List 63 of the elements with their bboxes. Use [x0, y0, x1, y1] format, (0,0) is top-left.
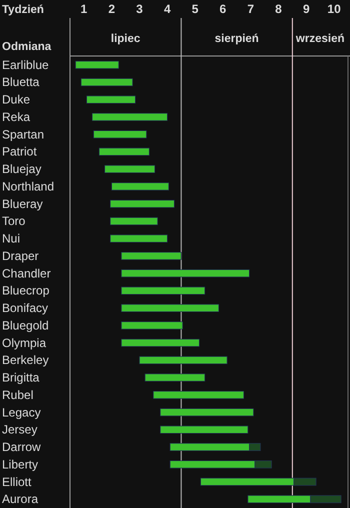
y-tick-label: Aurora [2, 492, 38, 506]
y-tick-label: Northland [2, 179, 54, 194]
bar [121, 269, 250, 278]
bar [92, 113, 168, 121]
y-tick-label: Draper [2, 248, 39, 263]
bar [104, 165, 156, 174]
y-tick-label: Duke [2, 92, 30, 107]
bar [93, 130, 147, 138]
bar [160, 426, 248, 434]
y-tick-label: Chandler [2, 266, 51, 280]
y-tick-label: Bluejay [2, 162, 42, 176]
y-tick-label: Blueray [2, 196, 43, 211]
y-axis-title: Odmiana [2, 41, 52, 53]
bar [110, 200, 175, 208]
y-tick-label: Liberty [2, 457, 38, 472]
x-tick-label: 7 [247, 2, 254, 16]
y-tick-label: Reka [2, 110, 30, 124]
bar [111, 182, 169, 190]
y-tick-label: Rubel [2, 388, 34, 402]
x-tick-label: 1 [80, 2, 88, 16]
y-tick-label: Toro [2, 214, 26, 228]
text: sierpień [214, 33, 259, 45]
y-tick-label: Jersey [2, 422, 38, 437]
y-tick-label: Brigitta [2, 370, 40, 385]
y-tick-label: Nui [2, 232, 20, 246]
text: lipiec [110, 33, 141, 45]
y-tick-label: Earliblue [2, 58, 50, 72]
bar [144, 374, 206, 382]
x-tick-label: 2 [108, 2, 116, 16]
bar [139, 356, 228, 364]
bar [121, 321, 183, 330]
bar [121, 304, 220, 312]
bar [110, 217, 158, 226]
x-tick-label: 3 [136, 2, 144, 16]
x-tick-label: 10 [327, 2, 342, 16]
y-tick-label: Berkeley [2, 353, 49, 368]
bar [75, 60, 119, 69]
bar [160, 408, 254, 416]
y-tick-label: Legacy [2, 405, 41, 420]
x-tick-label: 5 [192, 2, 199, 16]
y-tick-label: Bonifacy [2, 301, 48, 316]
y-tick-label: Spartan [2, 127, 44, 142]
x-axis-title: Tydzień [2, 4, 44, 16]
x-tick-label: 9 [302, 2, 310, 16]
text: wrzesień [294, 33, 344, 45]
y-tick-label: Darrow [2, 440, 42, 454]
bar [153, 390, 244, 399]
bar [121, 338, 200, 347]
x-tick-label: 8 [275, 2, 282, 16]
y-tick-label: Bluegold [2, 318, 49, 332]
bar [121, 252, 182, 260]
x-tick-label: 4 [164, 2, 171, 16]
x-tick-label: 6 [220, 2, 227, 16]
bar [86, 96, 136, 104]
y-tick-label: Olympia [2, 336, 46, 350]
y-tick-label: Bluecrop [2, 284, 50, 298]
y-tick-label: Bluetta [2, 75, 40, 90]
bar [98, 148, 150, 156]
y-tick-label: Patriot [2, 144, 38, 159]
y-tick-label: Elliott [2, 474, 32, 489]
bar [80, 78, 133, 86]
bar [110, 234, 168, 243]
bar [121, 286, 206, 295]
